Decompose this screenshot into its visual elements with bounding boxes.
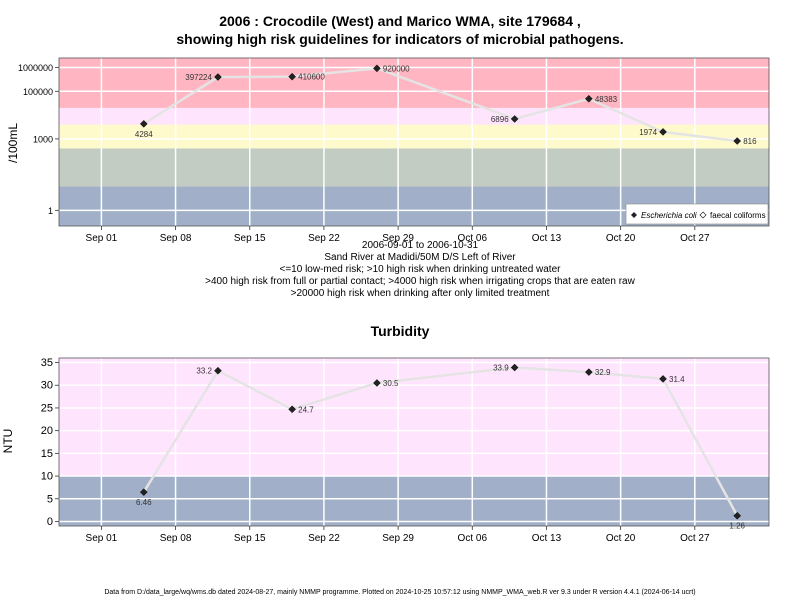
chart1-data-label-0: 4284 bbox=[135, 130, 153, 139]
chart2-x-tick-label-0: Sep 01 bbox=[86, 533, 118, 544]
chart1-y-tick-label-0: 1 bbox=[48, 206, 53, 216]
chart1-risk-band-1 bbox=[59, 148, 769, 187]
chart2-x-tick-label-5: Oct 06 bbox=[458, 533, 488, 544]
chart1-x-tick-label-5: Oct 06 bbox=[458, 233, 488, 244]
chart2-y-tick-label-0: 0 bbox=[47, 516, 53, 528]
chart1-subtitle-guideline-3: >20000 high risk when drinking after onl… bbox=[290, 288, 550, 299]
chart1-data-label-5: 48383 bbox=[595, 95, 618, 104]
chart1-data-point-0 bbox=[139, 120, 148, 128]
chart1-y-tick-label-1: 1000 bbox=[33, 134, 53, 144]
chart1-data-point-1 bbox=[214, 73, 222, 81]
chart2-x-tick-label-1: Sep 08 bbox=[160, 533, 192, 544]
chart1-data-label-1: 397224 bbox=[185, 73, 212, 82]
chart1-x-tick-label-1: Sep 08 bbox=[160, 233, 192, 244]
chart2-data-label-7: 1.26 bbox=[729, 522, 745, 531]
chart2-title: Turbidity bbox=[370, 323, 430, 339]
chart1-y-tick-label-2: 100000 bbox=[23, 87, 53, 97]
chart2-data-label-4: 33.9 bbox=[493, 364, 509, 373]
chart1-x-tick-label-6: Oct 13 bbox=[532, 233, 562, 244]
footer-note: Data from D:/data_large/wq/wms.db dated … bbox=[104, 589, 696, 596]
chart2-data-label-5: 32.9 bbox=[595, 368, 611, 377]
chart1-x-tick-label-2: Sep 15 bbox=[234, 233, 266, 244]
chart2-data-point-2 bbox=[288, 405, 296, 414]
chart1-title-line-1: 2006 : Crocodile (West) and Marico WMA, … bbox=[219, 13, 581, 29]
chart2-y-tick-label-2: 10 bbox=[41, 471, 53, 483]
chart1-x-tick-label-7: Oct 20 bbox=[606, 233, 636, 244]
chart2-plot-frame bbox=[58, 357, 770, 527]
chart1-data-point-4 bbox=[510, 115, 519, 123]
chart1-series-line-0 bbox=[143, 67, 738, 143]
chart2-data-label-3: 30.5 bbox=[383, 379, 399, 388]
chart1-data-label-3: 920000 bbox=[383, 64, 410, 73]
chart2-x-tick-label-3: Sep 22 bbox=[308, 533, 340, 544]
chart2-data-point-0 bbox=[139, 488, 148, 496]
chart1-data-label-7: 816 bbox=[743, 137, 757, 146]
chart2-x-tick-label-2: Sep 15 bbox=[234, 533, 266, 544]
chart1-legend-label-escherichia-coli: Escherichia coli bbox=[641, 211, 697, 220]
chart1-x-tick-label-4: Sep 29 bbox=[382, 233, 414, 244]
chart1-legend-key-faecal-coliforms bbox=[699, 211, 707, 219]
chart2-data-point-1 bbox=[214, 366, 222, 375]
chart2-y-tick-label-3: 15 bbox=[41, 448, 53, 460]
chart1-data-label-2: 410600 bbox=[298, 73, 325, 82]
chart1-x-tick-label-0: Sep 01 bbox=[86, 233, 118, 244]
chart2-x-tick-label-8: Oct 27 bbox=[680, 533, 710, 544]
chart2-x-tick-label-4: Sep 29 bbox=[382, 533, 414, 544]
chart2-y-tick-label-6: 30 bbox=[41, 380, 53, 392]
chart2-data-label-2: 24.7 bbox=[298, 405, 314, 414]
chart2-data-label-1: 33.2 bbox=[196, 367, 212, 376]
chart1-microbial-plot: Sep 01 Sep 08 Sep 15 Sep 22 Sep 29 Oct 06 Oct … bbox=[18, 57, 770, 244]
chart1-data-point-3 bbox=[373, 64, 381, 73]
chart1-title-line-2: showing high risk guidelines for indicat… bbox=[176, 31, 624, 47]
chart2-risk-band-0 bbox=[59, 476, 769, 526]
chart1-data-point-5 bbox=[584, 94, 593, 103]
chart2-x-tick-label-7: Oct 20 bbox=[606, 533, 636, 544]
chart2-data-label-0: 6.46 bbox=[136, 498, 152, 507]
chart1-x-tick-label-8: Oct 27 bbox=[680, 233, 710, 244]
chart1-risk-band-2 bbox=[59, 124, 769, 149]
chart1-x-tick-label-3: Sep 22 bbox=[308, 233, 340, 244]
chart1-y-tick-label-3: 1000000 bbox=[18, 63, 53, 73]
chart1-data-label-6: 1974 bbox=[639, 128, 657, 137]
chart1-subtitle-site: Sand River at Madidi/50M D/S Left of Riv… bbox=[324, 252, 516, 263]
chart2-y-tick-label-4: 20 bbox=[41, 425, 53, 437]
chart1-risk-band-3 bbox=[59, 107, 769, 125]
chart2-data-point-6 bbox=[659, 375, 667, 383]
chart2-data-point-5 bbox=[584, 368, 593, 376]
chart1-subtitle-guideline-1: <=10 low-med risk; >10 high risk when dr… bbox=[279, 264, 561, 275]
chart2-y-tick-label-1: 5 bbox=[47, 493, 53, 505]
chart1-data-point-6 bbox=[659, 128, 667, 136]
chart1-legend-label-faecal-coliforms: faecal coliforms bbox=[710, 211, 766, 220]
chart1-legend-box bbox=[625, 203, 769, 225]
chart2-y-tick-label-7: 35 bbox=[41, 357, 53, 369]
chart1-plot-frame bbox=[58, 57, 770, 227]
chart2-series-line-0 bbox=[142, 366, 739, 517]
chart2-y-tick-label-5: 25 bbox=[41, 402, 53, 414]
chart2-data-point-7 bbox=[733, 511, 742, 520]
chart1-subtitle-guideline-2: >400 high risk from full or partial cont… bbox=[205, 276, 635, 287]
chart1-data-point-2 bbox=[288, 72, 296, 81]
chart1-legend-key-escherichia-coli bbox=[631, 212, 637, 218]
chart2-data-label-6: 31.4 bbox=[669, 375, 685, 384]
chart1-data-label-4: 6896 bbox=[491, 115, 509, 124]
chart1-data-point-7 bbox=[733, 137, 742, 145]
chart2-turbidity-plot: Sep 01 Sep 08 Sep 15 Sep 22 Sep 29 Oct 06 Oct … bbox=[41, 357, 770, 544]
chart2-data-point-3 bbox=[373, 379, 381, 387]
chart2-data-point-4 bbox=[510, 363, 519, 372]
chart2-x-tick-label-6: Oct 13 bbox=[532, 533, 562, 544]
chart1-subtitle-date-range: 2006-09-01 to 2006-10-31 bbox=[361, 240, 479, 251]
